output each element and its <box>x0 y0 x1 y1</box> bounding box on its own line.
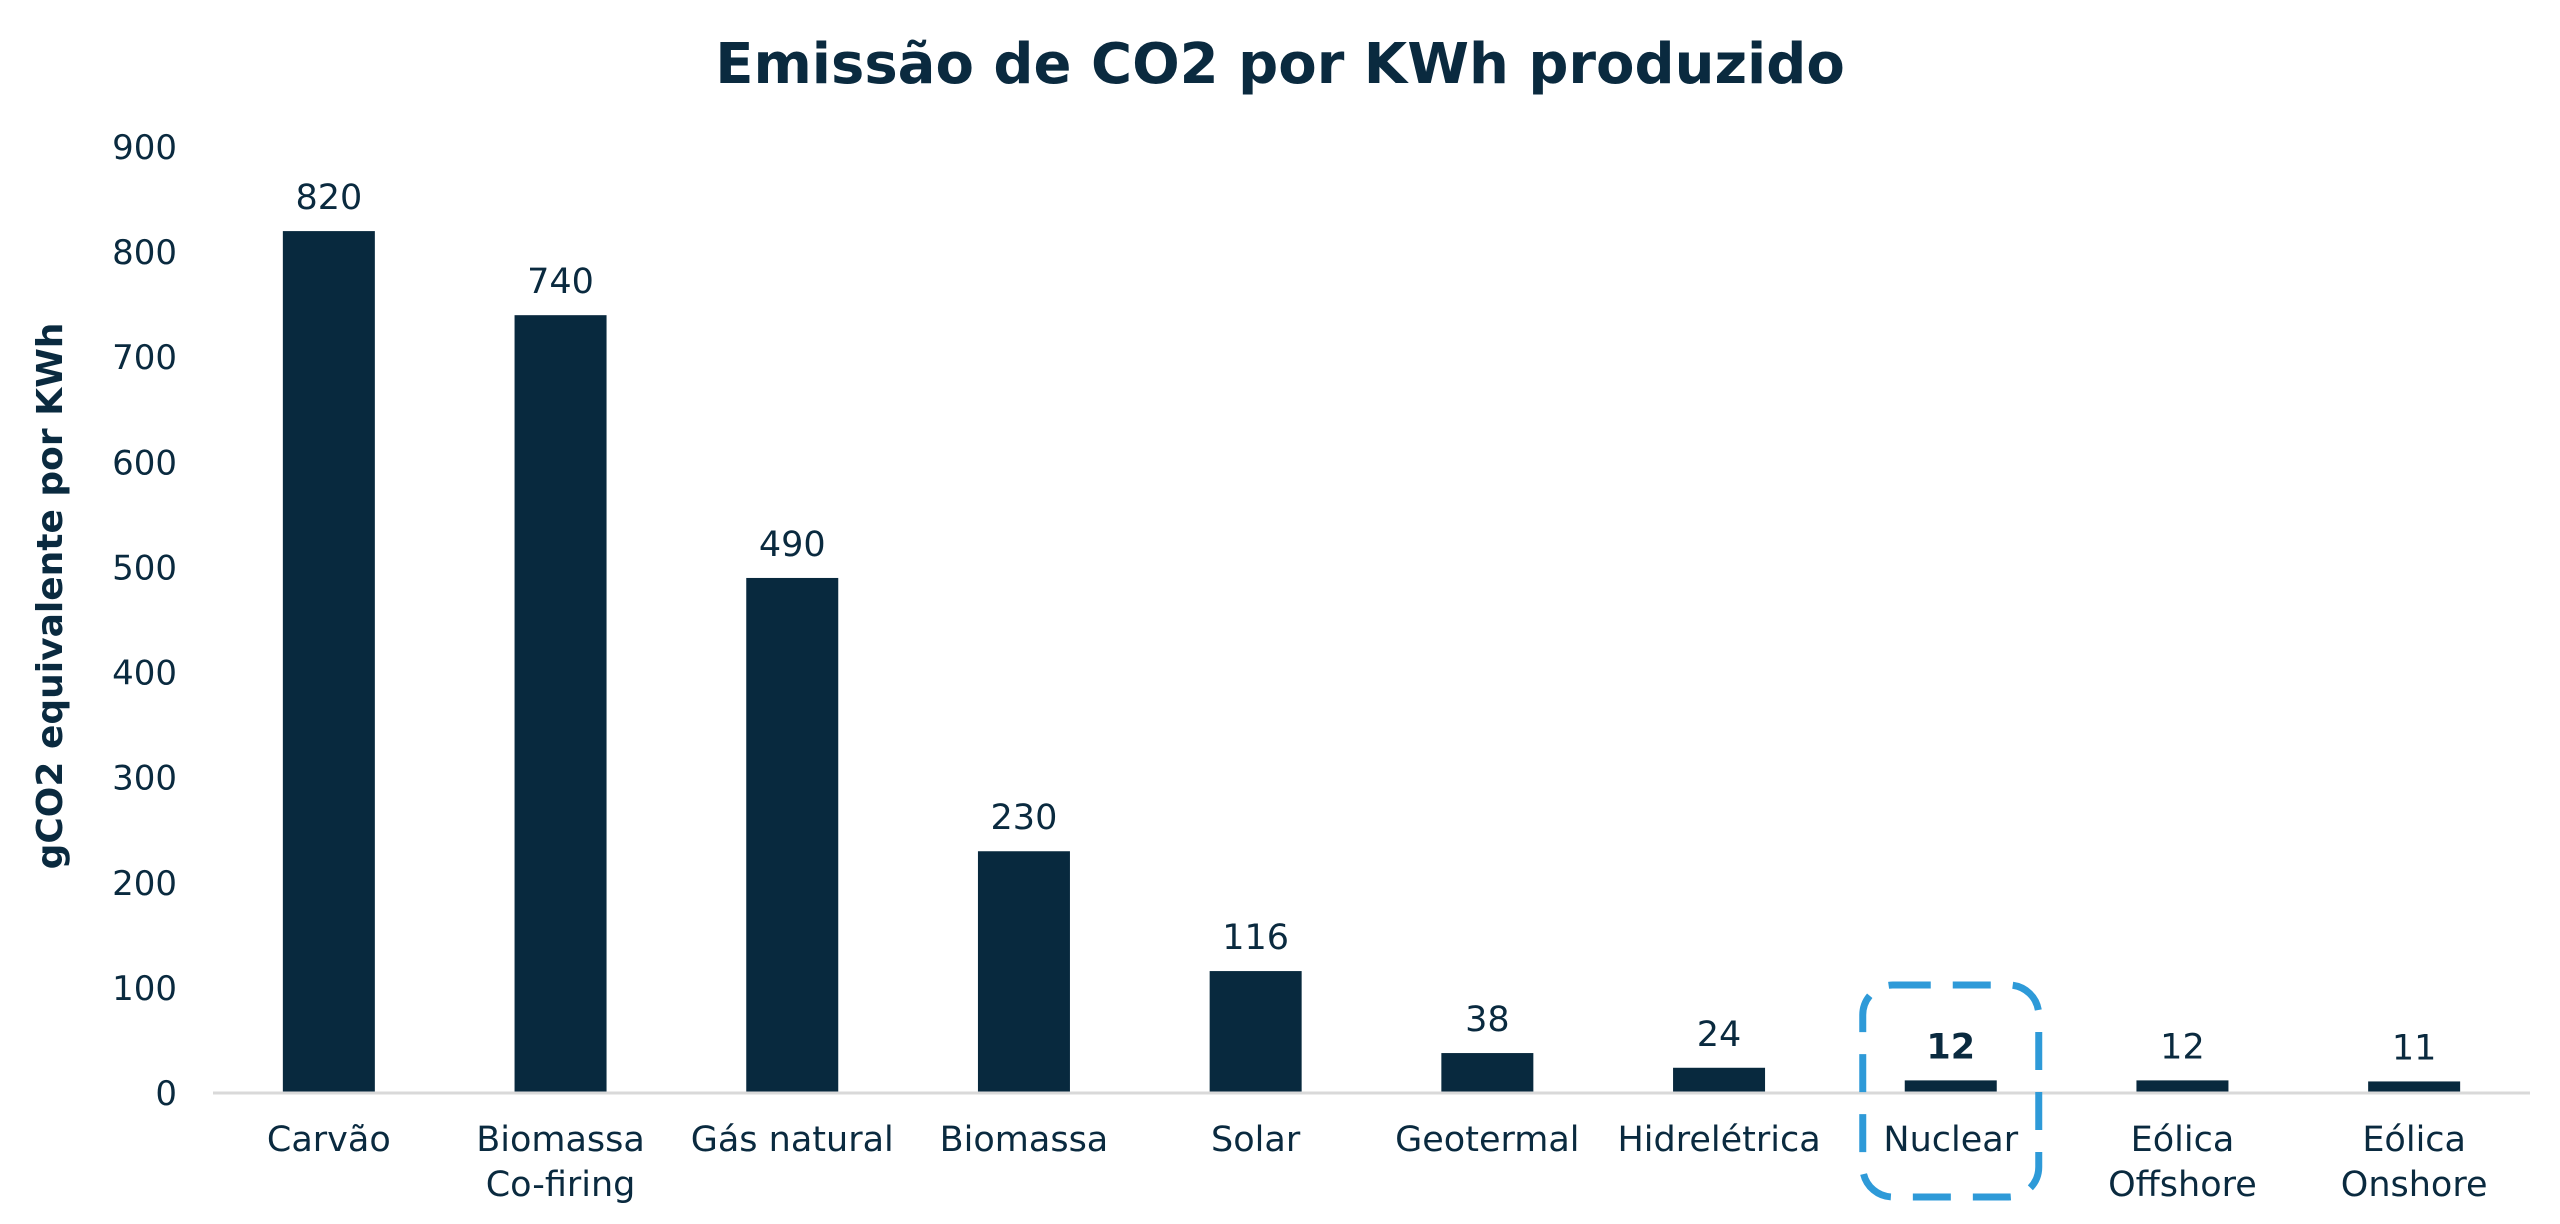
x-tick-label: Onshore <box>2341 1165 2488 1205</box>
y-tick-label: 100 <box>112 969 177 1009</box>
bar <box>282 231 375 1094</box>
data-labels: 820 740 490 230 116 38 24 12 12 11 <box>295 178 2436 1068</box>
highlight-box <box>1859 981 2043 1201</box>
category-labels: Carvão Biomassa Co-firing Gás natural Biomas… <box>267 1120 2488 1205</box>
y-tick-label: 600 <box>112 443 177 483</box>
data-label: 820 <box>295 178 362 218</box>
data-label: 12 <box>1926 1027 1975 1067</box>
data-label: 11 <box>2392 1028 2437 1068</box>
y-axis-label: gCO2 equivalente por KWh <box>30 323 71 870</box>
x-tick-label: Hidrelétrica <box>1617 1120 1820 1160</box>
x-tick-label: Eólica <box>2131 1120 2235 1160</box>
data-label: 24 <box>1697 1015 1742 1055</box>
bar <box>1904 1080 1997 1093</box>
x-tick-label: Co-firing <box>486 1165 636 1205</box>
y-tick-label: 400 <box>112 654 177 694</box>
data-label: 38 <box>1465 1000 1510 1040</box>
data-label: 12 <box>2160 1027 2205 1067</box>
x-tick-label: Solar <box>1211 1120 1301 1160</box>
y-tick-label: 0 <box>155 1074 177 1114</box>
x-tick-label: Biomassa <box>476 1120 645 1160</box>
chart-title: Emissão de CO2 por KWh produzido <box>715 32 1845 97</box>
bar <box>1673 1067 1766 1093</box>
bar <box>2368 1081 2461 1093</box>
y-tick-label: 900 <box>112 128 177 168</box>
bar <box>1209 971 1302 1093</box>
bar <box>746 577 839 1093</box>
x-tick-label: Nuclear <box>1883 1120 2018 1160</box>
data-label: 116 <box>1222 918 1289 958</box>
y-tick-label: 200 <box>112 864 177 904</box>
y-tick-label: 800 <box>112 233 177 273</box>
x-tick-label: Eólica <box>2362 1120 2466 1160</box>
data-label: 740 <box>527 262 594 302</box>
data-label: 490 <box>759 525 826 565</box>
x-tick-label: Offshore <box>2108 1165 2257 1205</box>
y-tick-label: 700 <box>112 338 177 378</box>
bar <box>977 851 1070 1093</box>
x-tick-label: Biomassa <box>940 1120 1109 1160</box>
x-tick-label: Carvão <box>267 1120 391 1160</box>
y-tick-label: 300 <box>112 759 177 799</box>
x-tick-label: Geotermal <box>1395 1120 1579 1160</box>
x-tick-label: Gás natural <box>691 1120 894 1160</box>
y-tick-label: 500 <box>112 548 177 588</box>
data-label: 230 <box>991 798 1058 838</box>
y-axis-ticks: 0 100 200 300 400 500 600 700 800 900 <box>112 128 177 1114</box>
bar <box>2136 1080 2229 1093</box>
bar <box>514 315 607 1094</box>
bars <box>282 231 2461 1094</box>
bar <box>1441 1053 1534 1093</box>
